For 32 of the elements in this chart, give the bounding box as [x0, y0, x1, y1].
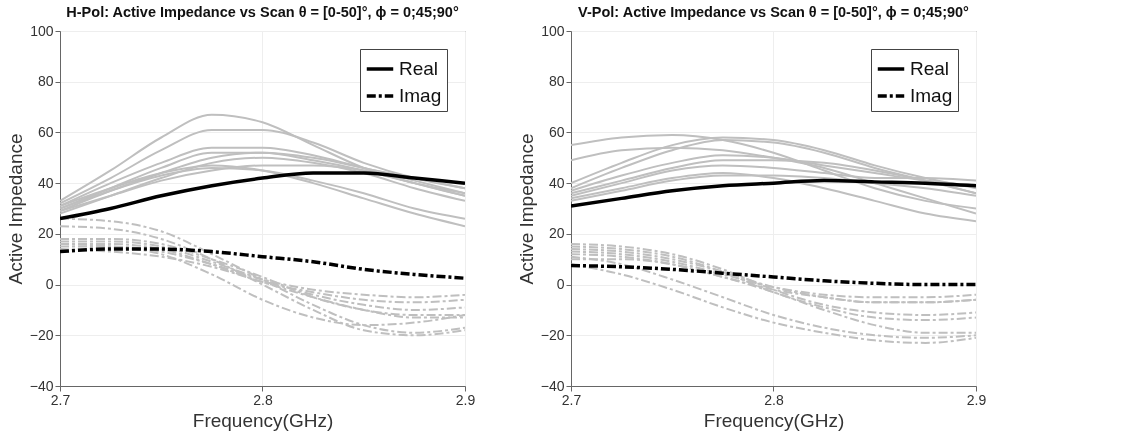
- x-tick-label: 2.8: [253, 391, 273, 408]
- x-tick-label: 2.7: [561, 391, 582, 408]
- x-tick-label: 2.8: [764, 391, 784, 408]
- y-tick-label: 100: [541, 22, 565, 39]
- x-tick-label: 2.7: [50, 391, 71, 408]
- y-tick-label: −40: [29, 377, 54, 394]
- x-axis-title: Frequency(GHz): [192, 409, 334, 431]
- x-axis-title: Frequency(GHz): [703, 409, 845, 431]
- y-tick-label: −20: [29, 326, 54, 343]
- x-tick-label: 2.9: [455, 391, 476, 408]
- legend-label: Imag: [399, 85, 442, 106]
- y-tick-label: 100: [30, 22, 54, 39]
- y-axis-title: Active Impedance: [515, 133, 537, 285]
- y-tick-label: −20: [540, 326, 565, 343]
- y-tick-label: 0: [556, 276, 565, 293]
- legend-label: Real: [910, 58, 950, 79]
- y-tick-label: 80: [37, 73, 54, 90]
- chart-title: H-Pol: Active Impedance vs Scan θ = [0-50]°, ϕ = 0;45;90°: [66, 3, 459, 20]
- y-tick-label: 60: [548, 123, 565, 140]
- y-tick-label: 20: [37, 225, 54, 242]
- y-tick-label: −40: [540, 377, 565, 394]
- legend-label: Imag: [910, 85, 953, 106]
- chart-title: V-Pol: Active Impedance vs Scan θ = [0-50]°, ϕ = 0;45;90°: [578, 3, 970, 20]
- y-tick-label: 40: [548, 174, 565, 191]
- x-tick-label: 2.9: [966, 391, 987, 408]
- y-tick-label: 60: [37, 123, 54, 140]
- y-tick-label: 20: [548, 225, 565, 242]
- y-tick-label: 80: [548, 73, 565, 90]
- y-tick-label: 0: [45, 276, 54, 293]
- y-axis-title: Active Impedance: [4, 133, 26, 285]
- legend-label: Real: [399, 58, 439, 79]
- y-tick-label: 40: [37, 174, 54, 191]
